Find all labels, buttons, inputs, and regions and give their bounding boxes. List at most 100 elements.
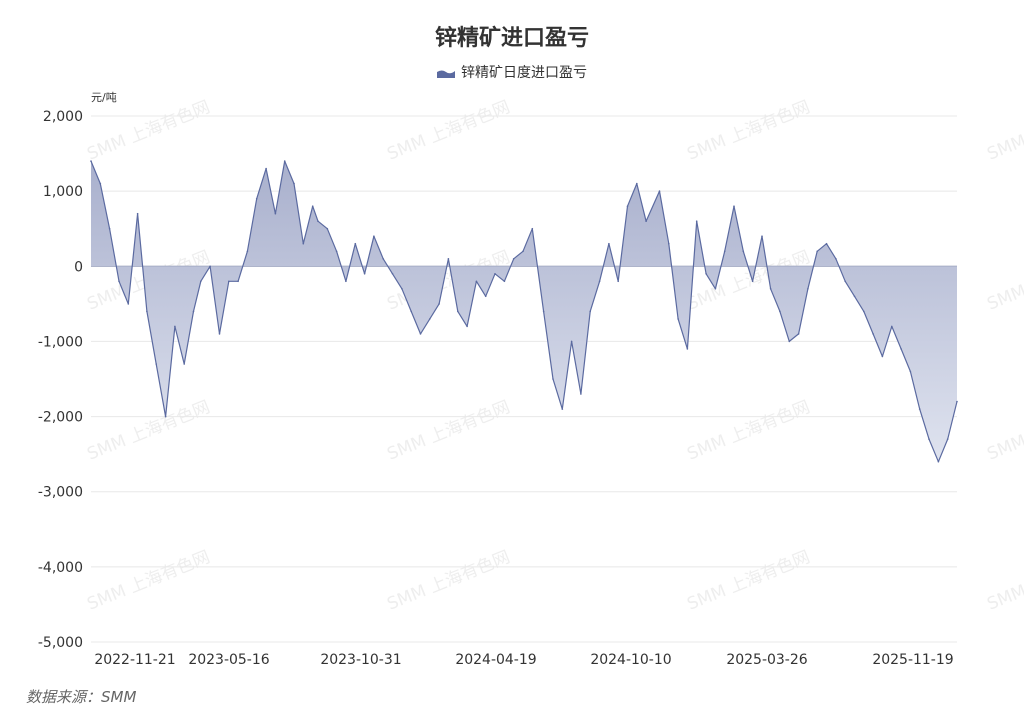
data-point xyxy=(265,167,267,170)
data-point xyxy=(608,242,610,245)
series-line xyxy=(90,160,958,463)
data-point xyxy=(668,242,670,245)
data-point xyxy=(90,160,92,162)
y-tick-label: 1,000 xyxy=(43,184,83,200)
data-point xyxy=(373,235,375,237)
data-point xyxy=(825,242,828,245)
data-point xyxy=(475,280,478,283)
legend[interactable]: 锌精矿日度进口盈亏 xyxy=(0,62,1024,82)
x-tick-label: 2023-05-16 xyxy=(188,652,269,668)
watermark-text: SMM 上海有色网 xyxy=(984,97,1024,164)
data-point xyxy=(410,310,413,313)
watermark-text: SMM 上海有色网 xyxy=(984,247,1024,314)
data-point xyxy=(714,288,717,290)
x-tick-label: 2023-10-31 xyxy=(320,652,401,668)
data-point xyxy=(891,325,893,328)
data-point xyxy=(363,273,366,275)
watermark-text: SMM 上海有色网 xyxy=(984,547,1024,614)
data-point xyxy=(788,340,791,343)
data-point xyxy=(108,227,111,230)
data-point xyxy=(751,280,754,283)
data-point xyxy=(164,415,167,418)
watermark-text: SMM 上海有色网 xyxy=(84,397,213,464)
data-point xyxy=(626,205,629,207)
y-tick-label: -2,000 xyxy=(38,410,83,426)
data-point xyxy=(636,182,638,185)
data-point xyxy=(561,408,564,410)
data-point xyxy=(317,220,319,222)
data-point xyxy=(695,220,698,222)
data-point xyxy=(192,310,195,313)
data-point xyxy=(228,280,230,283)
data-point xyxy=(457,310,459,313)
data-point xyxy=(946,438,949,440)
data-point xyxy=(928,438,930,440)
data-point xyxy=(617,280,619,283)
data-point xyxy=(742,250,745,253)
data-point xyxy=(382,258,385,260)
data-point xyxy=(118,280,120,283)
data-point xyxy=(391,273,394,275)
data-point xyxy=(937,460,940,463)
data-point xyxy=(723,250,726,253)
data-point xyxy=(438,303,440,305)
data-point xyxy=(580,393,582,395)
data-point xyxy=(797,333,800,335)
data-point xyxy=(844,280,846,283)
data-point xyxy=(645,220,647,222)
data-point xyxy=(335,250,338,253)
watermark-text: SMM 上海有色网 xyxy=(984,397,1024,464)
data-point xyxy=(218,333,221,335)
data-point xyxy=(311,205,314,207)
data-point xyxy=(354,242,357,245)
data-point xyxy=(345,280,347,283)
data-point xyxy=(589,310,591,313)
x-tick-labels: 2022-11-21 2023-05-16 2023-10-31 2024-04-19… xyxy=(94,652,953,668)
data-point xyxy=(872,333,874,335)
data-point xyxy=(956,400,958,403)
data-point xyxy=(484,295,487,298)
data-point xyxy=(237,280,239,283)
chart-title: 锌精矿进口盈亏 xyxy=(434,26,589,51)
data-point xyxy=(274,212,277,215)
data-point xyxy=(99,182,102,185)
data-point xyxy=(677,318,679,320)
data-point xyxy=(918,408,921,410)
data-point xyxy=(447,258,450,260)
data-point xyxy=(503,280,506,283)
data-point xyxy=(909,370,912,373)
data-point xyxy=(146,310,148,313)
watermark-text: SMM 上海有色网 xyxy=(684,547,813,614)
data-point xyxy=(552,378,554,380)
data-point xyxy=(512,258,515,260)
data-point xyxy=(183,363,185,365)
data-point xyxy=(246,250,249,253)
y-tick-label: -4,000 xyxy=(38,560,83,576)
data-point xyxy=(174,325,176,328)
x-tick-label: 2025-03-26 xyxy=(726,652,807,668)
data-point xyxy=(136,212,139,215)
y-axis-unit-label: 元/吨 xyxy=(91,91,117,104)
watermark-text: SMM 上海有色网 xyxy=(84,97,213,164)
data-point xyxy=(302,242,305,245)
y-tick-label: -5,000 xyxy=(38,635,83,651)
y-tick-labels: 2,000 1,000 0 -1,000 -2,000 -3,000 -4,000 -5,00… xyxy=(38,109,83,651)
data-point xyxy=(200,280,202,283)
legend-area-icon xyxy=(437,69,455,78)
y-tick-label: 0 xyxy=(74,259,83,275)
data-point xyxy=(598,280,601,283)
data-point xyxy=(816,250,818,253)
watermark-text: SMM 上海有色网 xyxy=(384,397,513,464)
data-point xyxy=(531,227,534,230)
watermark-text: SMM 上海有色网 xyxy=(384,97,513,164)
data-point xyxy=(570,340,573,343)
data-point xyxy=(686,348,689,350)
x-tick-label: 2024-04-19 xyxy=(455,652,536,668)
y-tick-label: 2,000 xyxy=(43,109,83,125)
data-point xyxy=(769,288,772,290)
data-point xyxy=(429,318,431,320)
y-tick-label: -3,000 xyxy=(38,485,83,501)
watermark-text: SMM 上海有色网 xyxy=(84,547,213,614)
data-point xyxy=(293,182,295,185)
